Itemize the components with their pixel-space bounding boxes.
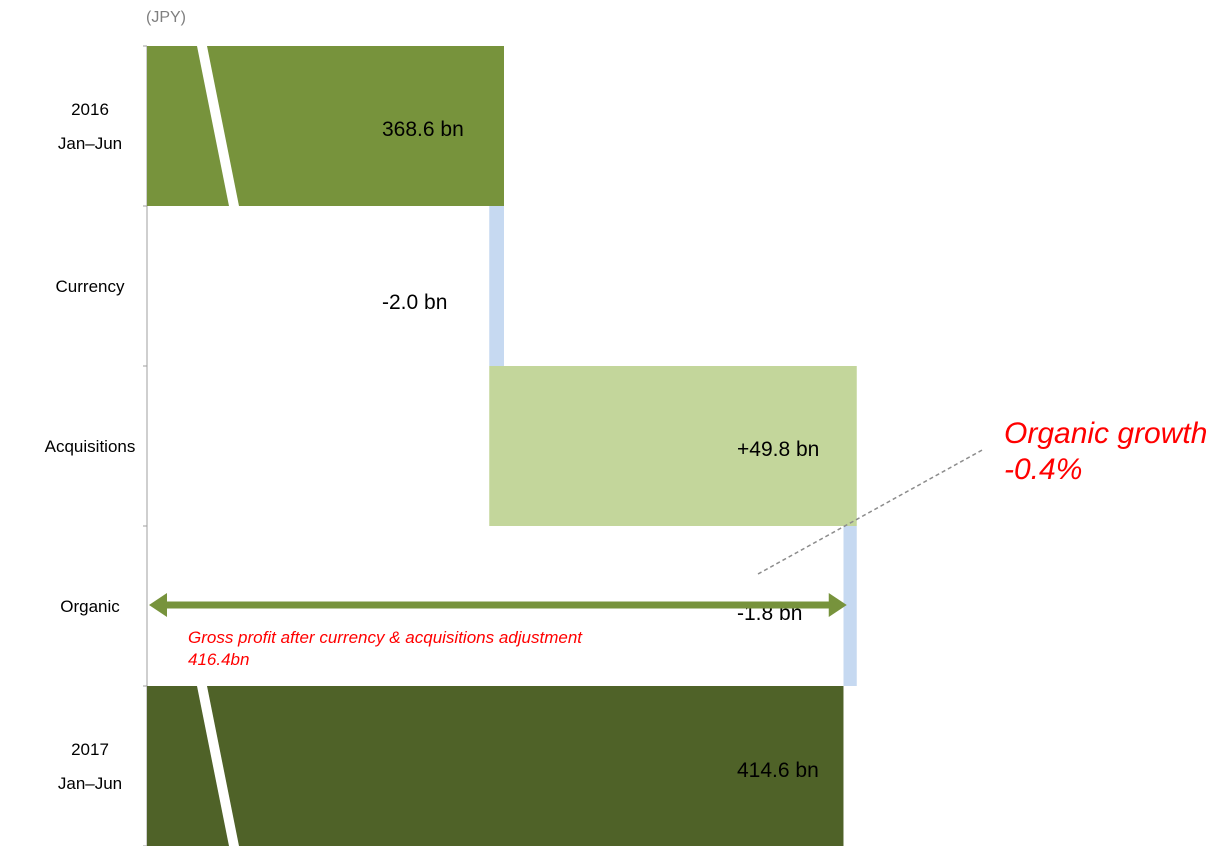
bar-2 bbox=[489, 366, 857, 526]
category-label-4: Jan–Jun bbox=[58, 774, 122, 793]
bar-1 bbox=[489, 206, 504, 366]
bars bbox=[147, 46, 857, 846]
adjusted-annotation: Gross profit after currency & acquisitio… bbox=[188, 628, 583, 647]
axis-break-0 bbox=[197, 46, 239, 206]
organic-growth-annotation: Organic growth bbox=[1004, 417, 1207, 450]
category-label-0: 2016 bbox=[71, 100, 109, 119]
category-label-3: Organic bbox=[60, 597, 120, 616]
organic-growth-annotation: -0.4% bbox=[1004, 453, 1082, 486]
value-label-0: 368.6 bn bbox=[382, 118, 464, 141]
bar-4 bbox=[147, 686, 844, 846]
category-label-0: Jan–Jun bbox=[58, 134, 122, 153]
adjusted-annotation: 416.4bn bbox=[188, 650, 249, 669]
category-label-4: 2017 bbox=[71, 740, 109, 759]
category-labels: 2016 Jan–Jun Currency Acquisitions Organic 20… bbox=[45, 100, 136, 793]
category-axis bbox=[143, 45, 148, 846]
category-label-1: Currency bbox=[56, 277, 125, 296]
organic-growth-leader bbox=[757, 448, 985, 575]
adjusted-arrow-right-head bbox=[828, 593, 847, 617]
unit-label: (JPY) bbox=[146, 9, 186, 26]
value-label-2: +49.8 bn bbox=[737, 438, 819, 461]
category-label-2: Acquisitions bbox=[45, 437, 136, 456]
annotations: Gross profit after currency & acquisitio… bbox=[149, 417, 1207, 669]
bar-3 bbox=[843, 526, 857, 686]
value-label-1: -2.0 bn bbox=[382, 291, 447, 314]
adjusted-arrow-left-head bbox=[149, 593, 167, 617]
axis-break-4 bbox=[197, 686, 239, 846]
value-label-4: 414.6 bn bbox=[737, 759, 819, 782]
